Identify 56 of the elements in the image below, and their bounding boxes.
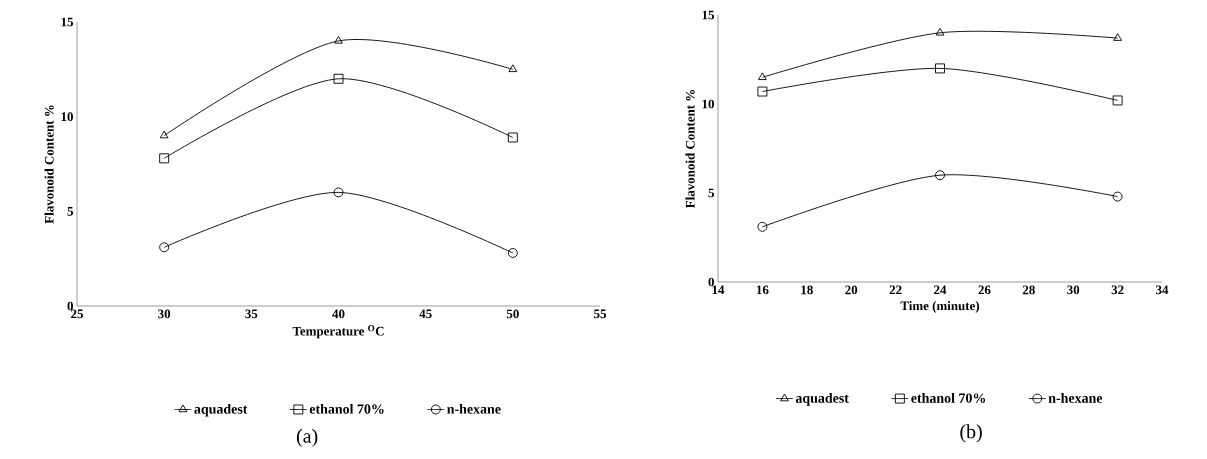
x-tick-label: 34 bbox=[1156, 285, 1169, 295]
text: (b) bbox=[960, 424, 982, 443]
point bbox=[1112, 95, 1123, 106]
point bbox=[935, 170, 945, 181]
point bbox=[159, 130, 169, 139]
y-axis-title: Flavonoid Content % bbox=[685, 89, 695, 209]
x-tick-label: 22 bbox=[889, 285, 902, 295]
legend-label: aquadest bbox=[795, 392, 849, 406]
legend-label: n-hexane bbox=[447, 403, 501, 414]
y-tick-label: 5 bbox=[708, 188, 715, 198]
legend-label: n-hexane bbox=[1048, 392, 1103, 403]
legend-label: ethanol 70% bbox=[309, 403, 384, 414]
x-tick-label: 55 bbox=[594, 309, 606, 319]
text: (a) bbox=[296, 428, 318, 447]
x-axis-title: Temperature $^{O}$C bbox=[292, 325, 384, 339]
point bbox=[507, 132, 518, 143]
point bbox=[757, 86, 768, 97]
x-tick-label: 16 bbox=[756, 285, 769, 295]
y-tick-label: 15 bbox=[702, 10, 715, 20]
y-tick-label: 5 bbox=[67, 207, 73, 216]
x-tick-label: 25 bbox=[71, 309, 83, 319]
point bbox=[334, 35, 343, 44]
point bbox=[507, 248, 518, 258]
x-tick-label: 14 bbox=[712, 285, 725, 295]
x-tick-label: 24 bbox=[934, 285, 947, 295]
x-axis-title: Time (minute) bbox=[900, 301, 980, 313]
x-tick-label: 50 bbox=[506, 309, 519, 319]
y-tick-label: 10 bbox=[702, 99, 714, 109]
y-tick-label: 0 bbox=[708, 277, 714, 287]
legend-label: aquadest bbox=[194, 403, 248, 417]
y-tick-label: 10 bbox=[61, 112, 73, 122]
point bbox=[758, 72, 767, 80]
x-tick-label: 45 bbox=[419, 309, 432, 319]
point bbox=[333, 187, 344, 198]
point bbox=[333, 73, 344, 84]
point bbox=[159, 153, 170, 164]
x-tick-label: 20 bbox=[845, 285, 858, 295]
point bbox=[1112, 191, 1123, 202]
point bbox=[935, 63, 945, 74]
y-tick-label: 15 bbox=[61, 17, 73, 27]
point bbox=[508, 64, 518, 73]
x-tick-label: 28 bbox=[1022, 285, 1035, 295]
x-tick-label: 40 bbox=[332, 309, 345, 319]
point bbox=[1113, 33, 1122, 41]
x-tick-label: 35 bbox=[245, 309, 258, 319]
point bbox=[935, 27, 945, 36]
point bbox=[159, 242, 170, 253]
point bbox=[757, 221, 768, 232]
x-tick-label: 30 bbox=[158, 309, 171, 319]
y-tick-label: 0 bbox=[67, 301, 73, 311]
y-axis-title: Flavonoid Content % bbox=[44, 105, 54, 224]
legend-label: ethanol 70% bbox=[911, 392, 986, 403]
x-tick-label: 30 bbox=[1067, 285, 1080, 295]
x-tick-label: 32 bbox=[1111, 285, 1124, 295]
x-tick-label: 26 bbox=[978, 285, 991, 295]
x-tick-label: 18 bbox=[801, 285, 813, 295]
